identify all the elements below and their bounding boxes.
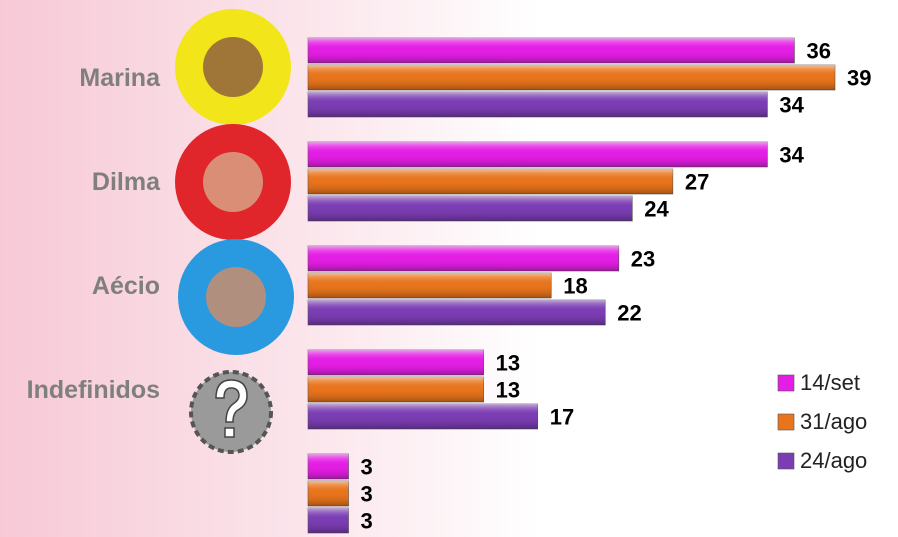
value-label: 3 xyxy=(361,508,373,533)
question-icon xyxy=(215,379,248,438)
bar-shine xyxy=(308,481,349,506)
bar-shine xyxy=(308,377,484,402)
value-label: 3 xyxy=(361,454,373,479)
value-label: 27 xyxy=(685,169,709,194)
legend-swatch xyxy=(777,374,795,392)
value-label: 13 xyxy=(496,350,520,375)
legend-label: 14/set xyxy=(800,370,860,395)
value-label: 34 xyxy=(779,92,804,117)
value-label: 24 xyxy=(644,196,669,221)
bar-shine xyxy=(308,508,349,533)
bar-shine xyxy=(308,273,552,298)
value-label: 36 xyxy=(806,38,830,63)
legend-swatch xyxy=(777,413,795,431)
value-label: 22 xyxy=(617,300,641,325)
avatar-face xyxy=(203,37,263,97)
bar-shine xyxy=(308,65,835,90)
value-label: 39 xyxy=(847,65,871,90)
avatars xyxy=(175,9,294,454)
legend-label: 31/ago xyxy=(800,409,867,434)
bar-shine xyxy=(308,92,768,117)
value-label: 13 xyxy=(496,377,520,402)
bar-shine xyxy=(308,142,768,167)
category-label: Indefinidos xyxy=(27,376,160,404)
value-label: 34 xyxy=(779,142,804,167)
bar-shine xyxy=(308,350,484,375)
bar-shine xyxy=(308,454,349,479)
bar-shine xyxy=(308,300,606,325)
legend-swatch xyxy=(777,452,795,470)
category-label: Marina xyxy=(79,64,161,92)
bar-shine xyxy=(308,169,673,194)
value-label: 17 xyxy=(550,404,574,429)
bar-shine xyxy=(308,196,633,221)
value-label: 23 xyxy=(631,246,655,271)
avatar-face xyxy=(206,267,266,327)
legend-label: 24/ago xyxy=(800,448,867,473)
avatar-face xyxy=(203,152,263,212)
bar-shine xyxy=(308,404,538,429)
category-label: Aécio xyxy=(92,272,160,300)
value-label: 18 xyxy=(563,273,587,298)
bar-shine xyxy=(308,38,795,63)
bar-shine xyxy=(308,246,619,271)
category-label: Dilma xyxy=(92,168,161,196)
value-label: 3 xyxy=(361,481,373,506)
